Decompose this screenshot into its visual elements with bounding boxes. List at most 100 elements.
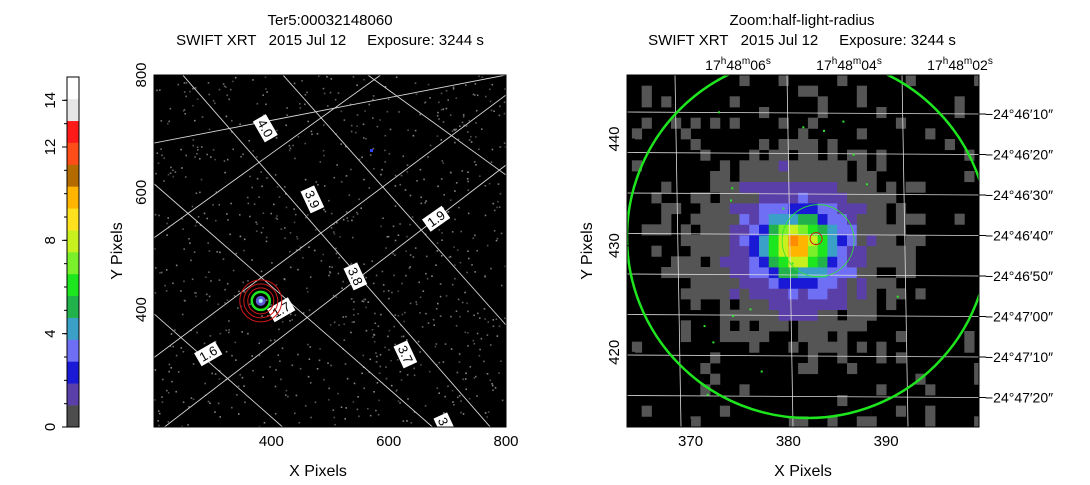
noise-pixel <box>216 251 218 253</box>
image-pixel <box>827 341 838 353</box>
noise-pixel <box>404 311 406 314</box>
noise-pixel <box>313 249 316 252</box>
colorbar-tick-label: 8 <box>42 236 59 244</box>
noise-pixel <box>501 399 504 402</box>
grid-label-bg <box>343 262 368 291</box>
noise-pixel <box>177 371 180 373</box>
y-tick-label: 420 <box>606 340 623 365</box>
dec-grid-line <box>627 273 979 277</box>
image-pixel <box>759 277 770 289</box>
noise-pixel <box>417 340 420 343</box>
noise-pixel <box>496 335 499 337</box>
noise-pixel <box>363 78 365 81</box>
noise-pixel <box>483 360 485 363</box>
noise-pixel <box>406 339 408 341</box>
image-pixel <box>847 309 858 321</box>
noise-pixel <box>195 292 197 294</box>
noise-pixel <box>413 367 415 370</box>
noise-pixel <box>449 199 452 201</box>
noise-pixel <box>363 137 365 139</box>
noise-pixel <box>377 413 380 416</box>
image-pixel <box>866 416 877 427</box>
noise-pixel <box>247 332 249 335</box>
image-pixel <box>827 320 838 332</box>
image-pixel <box>798 245 809 257</box>
noise-pixel <box>500 284 503 287</box>
noise-pixel <box>302 312 305 314</box>
left-image: 4.0 3.9 1.9 3.8 1.7 3.7 1.6 3.6 <box>154 75 506 427</box>
colorbar-cell <box>67 164 79 187</box>
noise-pixel <box>476 395 478 397</box>
noise-pixel <box>194 156 196 158</box>
noise-pixel <box>435 308 438 310</box>
noise-pixel <box>468 139 471 141</box>
noise-pixel <box>373 167 375 170</box>
noise-pixel <box>438 392 440 394</box>
noise-pixel <box>194 292 196 294</box>
noise-pixel <box>363 298 365 301</box>
image-pixel <box>759 224 770 236</box>
image-pixel <box>700 192 711 204</box>
noise-pixel <box>375 409 377 412</box>
image-pixel <box>827 203 838 215</box>
dec-label: −24°47′20″ <box>985 390 1053 406</box>
image-pixel <box>905 267 916 279</box>
noise-pixel <box>491 384 494 387</box>
noise-pixel <box>192 398 195 401</box>
image-pixel <box>680 224 691 236</box>
image-pixel <box>847 267 858 279</box>
image-pixel <box>739 256 750 268</box>
noise-pixel <box>231 354 233 357</box>
image-pixel <box>837 277 848 289</box>
noise-pixel <box>503 101 506 104</box>
image-pixel <box>700 363 711 375</box>
noise-pixel <box>465 372 467 375</box>
colorbar-cell <box>67 252 79 275</box>
noise-pixel <box>400 174 403 177</box>
noise-pixel <box>306 214 309 216</box>
noise-pixel <box>291 319 293 321</box>
noise-pixel <box>498 114 501 117</box>
noise-pixel <box>414 247 417 249</box>
noise-pixel <box>444 343 447 345</box>
noise-pixel <box>330 364 332 367</box>
image-pixel <box>768 171 779 183</box>
noise-pixel <box>285 206 288 209</box>
noise-pixel <box>306 91 308 94</box>
noise-pixel <box>299 107 302 109</box>
image-pixel <box>856 256 867 268</box>
image-pixel <box>866 277 877 289</box>
image-pixel <box>817 171 828 183</box>
noise-pixel <box>294 157 296 160</box>
image-pixel <box>827 309 838 321</box>
noise-pixel <box>442 121 445 123</box>
noise-pixel <box>285 394 287 396</box>
noise-pixel <box>436 115 439 117</box>
noise-pixel <box>390 384 393 387</box>
image-pixel <box>837 256 848 268</box>
green-dot <box>712 341 715 344</box>
noise-pixel <box>330 227 333 229</box>
noise-pixel <box>384 346 386 349</box>
noise-pixel <box>422 290 425 292</box>
noise-pixel <box>465 388 467 391</box>
noise-pixel <box>373 391 375 393</box>
noise-pixel <box>373 341 376 343</box>
image-pixel <box>866 181 877 193</box>
noise-pixel <box>419 312 421 314</box>
image-pixel <box>847 213 858 225</box>
noise-pixel <box>212 204 214 206</box>
x-tick-label: 370 <box>678 433 703 450</box>
noise-pixel <box>365 306 367 309</box>
noise-pixel <box>395 390 398 392</box>
green-dot <box>865 183 868 186</box>
noise-pixel <box>491 148 494 151</box>
image-pixel <box>817 224 828 236</box>
noise-pixel <box>409 254 412 256</box>
noise-pixel <box>337 392 339 395</box>
noise-pixel <box>503 112 506 115</box>
image-pixel <box>739 288 750 300</box>
noise-pixel <box>458 361 461 363</box>
image-pixel <box>925 128 936 140</box>
image-pixel <box>768 160 779 172</box>
